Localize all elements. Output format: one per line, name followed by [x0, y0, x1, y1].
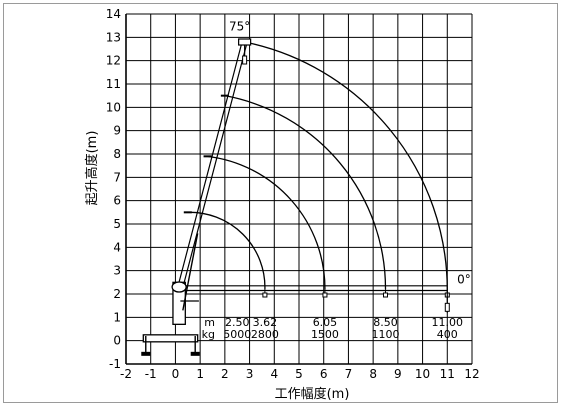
slewing-head [171, 281, 187, 293]
y-tick-label: 12 [106, 54, 121, 68]
outrigger-pad [141, 351, 151, 356]
x-tick-label: 11 [440, 367, 455, 381]
reach-arcs [187, 41, 450, 298]
load-table-radius: 11.00 [432, 316, 464, 329]
y-tick-label: 11 [106, 77, 121, 91]
load-table-load: 2800 [251, 328, 279, 341]
load-table-load: 5000 [223, 328, 251, 341]
y-tick-label: -1 [109, 357, 121, 371]
y-tick-label: 10 [106, 100, 121, 114]
labels: 75° 0° mkg 2.50 3.62 6.05 8.50 11.00 5000 2800 150… [202, 19, 471, 341]
x-tick-label: 1 [196, 367, 204, 381]
load-table-radius: 6.05 [313, 316, 338, 329]
reach-arc [187, 211, 266, 290]
hook-block [322, 292, 328, 298]
x-tick-label: 12 [464, 367, 479, 381]
y-tick-label: 6 [113, 194, 121, 208]
x-tick-label: 0 [172, 367, 180, 381]
boom-head [238, 38, 252, 46]
x-tick-label: 6 [320, 367, 328, 381]
outrigger-pad [190, 351, 200, 356]
y-tick-label: 2 [113, 287, 121, 301]
load-table-radius: 8.50 [373, 316, 398, 329]
load-table-load: 1500 [311, 328, 339, 341]
hook-block [242, 55, 248, 65]
reach-arc [224, 95, 387, 290]
luffing-cylinder [182, 233, 199, 311]
load-table-load: 400 [437, 328, 458, 341]
crane-boom [177, 38, 450, 313]
boom-raised-edge [182, 42, 248, 288]
hook-block [383, 292, 388, 298]
min-angle-label: 0° [457, 273, 471, 287]
y-tick-label: 8 [113, 147, 121, 161]
x-tick-label: 8 [369, 367, 377, 381]
axes: -2 -1 0 1 2 3 4 5 6 7 8 9 10 11 12-1012345678910111213… [106, 7, 480, 381]
y-tick-label: 3 [113, 264, 121, 278]
load-table-radius: 3.62 [253, 316, 278, 329]
y-tick-label: 4 [113, 240, 121, 254]
outrigger-beam [142, 334, 199, 343]
x-tick-label: 5 [295, 367, 303, 381]
x-tick-label: 10 [415, 367, 430, 381]
load-table-row-label: m [204, 316, 215, 329]
y-axis-title: 起升高度(m) [84, 131, 100, 206]
reach-arc [207, 155, 326, 290]
chart-frame [3, 3, 558, 403]
x-tick-label: 2 [221, 367, 229, 381]
y-tick-label: 14 [106, 7, 121, 21]
y-tick-label: 7 [113, 170, 121, 184]
crane-base [141, 233, 200, 356]
load-table-row-label: kg [202, 328, 215, 341]
load-table-radius: 2.50 [225, 316, 250, 329]
x-tick-label: 7 [345, 367, 353, 381]
reach-arc [244, 41, 448, 290]
x-tick-label: 3 [246, 367, 254, 381]
hook-block [262, 292, 268, 298]
y-tick-label: 5 [113, 217, 121, 231]
x-tick-label: -1 [145, 367, 157, 381]
max-angle-label: 75° [229, 19, 250, 33]
hook-block [444, 302, 450, 312]
x-tick-label: -2 [120, 367, 132, 381]
x-tick-label: 9 [394, 367, 402, 381]
y-tick-label: 1 [113, 310, 121, 324]
y-tick-label: 9 [113, 124, 121, 138]
x-tick-label: 4 [270, 367, 278, 381]
y-tick-label: 13 [106, 30, 121, 44]
y-tick-label: 0 [113, 334, 121, 348]
boom-raised-edge [177, 41, 243, 287]
x-axis-title: 工作幅度(m) [275, 386, 350, 402]
load-table-load: 1100 [372, 328, 400, 341]
